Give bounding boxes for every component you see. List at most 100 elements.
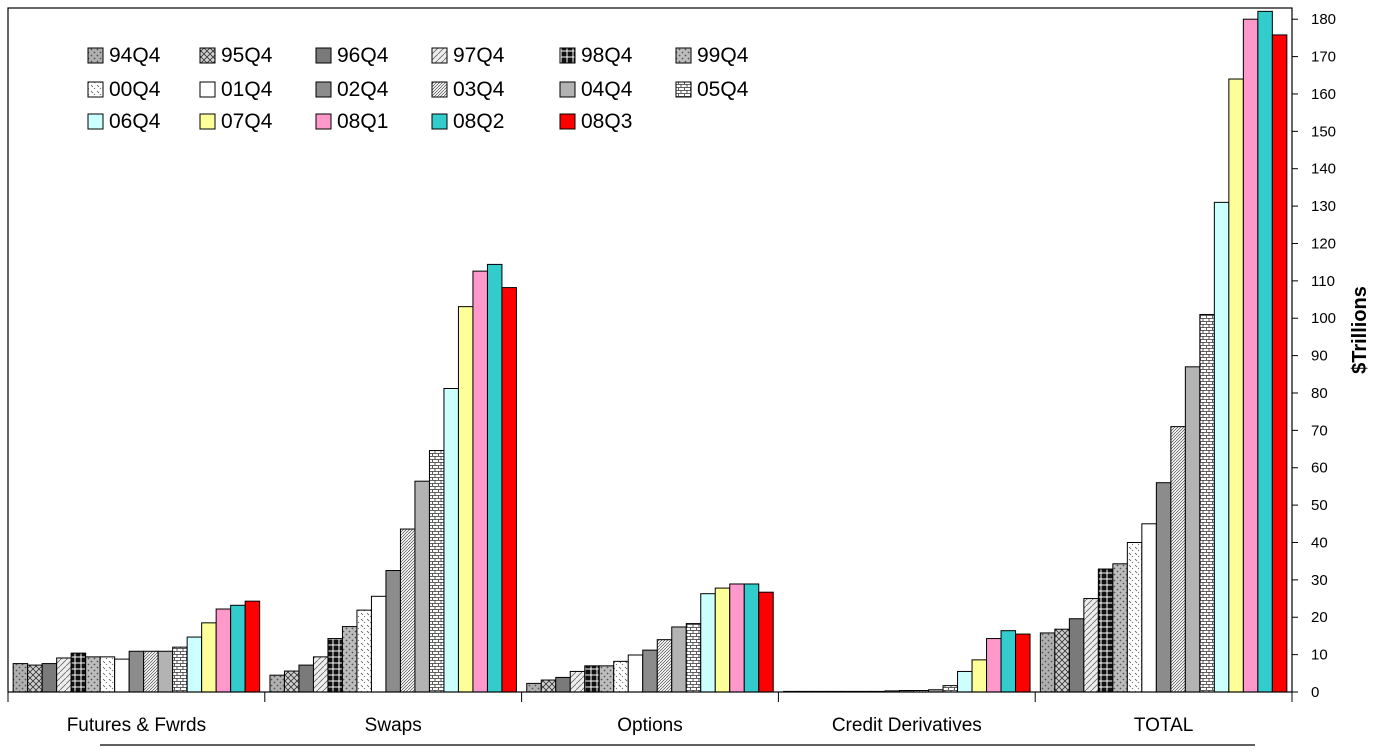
y-tick-label: 180 <box>1311 11 1336 28</box>
bar-06Q4-3 <box>957 670 973 693</box>
bar-99Q4-2 <box>598 665 615 693</box>
bar-06Q4-4 <box>1213 201 1230 693</box>
bar-95Q4-4 <box>1054 628 1070 693</box>
bar-02Q4-1 <box>385 570 401 693</box>
bar-08Q3-4 <box>1271 34 1288 693</box>
bar-06Q4-0 <box>186 636 203 693</box>
bar-08Q2-0 <box>230 604 246 693</box>
bar-07Q4-2 <box>714 587 731 693</box>
bar-03Q4-1 <box>399 528 416 693</box>
bar-96Q4-0 <box>41 663 58 693</box>
bar-00Q4-0 <box>99 656 116 693</box>
legend-label-02Q4: 02Q4 <box>337 78 389 101</box>
bar-00Q4-1 <box>356 609 372 693</box>
legend-swatch-06Q4 <box>87 113 104 130</box>
y-tick-label: 10 <box>1311 647 1328 664</box>
bar-01Q4-0 <box>114 658 130 693</box>
bar-96Q4-1 <box>298 664 314 693</box>
bar-08Q2-4 <box>1257 10 1273 693</box>
bar-08Q1-0 <box>215 608 232 693</box>
legend-swatch-08Q3 <box>559 113 576 130</box>
y-axis-label: $Trillions <box>1349 286 1371 374</box>
bar-01Q4-2 <box>627 654 644 693</box>
legend-swatch-00Q4 <box>87 81 104 98</box>
legend-label-05Q4: 05Q4 <box>697 78 749 101</box>
axes-layer: Futures & Fwrds Swaps Options Credit Deriva… <box>7 7 1336 746</box>
legend-label-98Q4: 98Q4 <box>581 44 633 67</box>
legend-swatch-94Q4 <box>87 47 104 64</box>
legend-swatch-03Q4 <box>431 81 448 98</box>
y-tick-label: 70 <box>1311 422 1328 439</box>
bar-04Q4-2 <box>671 626 687 693</box>
legend-label-00Q4: 00Q4 <box>109 78 161 101</box>
y-tick-label: 50 <box>1311 497 1328 514</box>
bar-08Q1-4 <box>1242 18 1259 693</box>
legend-label-95Q4: 95Q4 <box>221 44 273 67</box>
bar-08Q3-2 <box>758 591 774 693</box>
bar-95Q4-2 <box>540 679 557 693</box>
y-tick-label: 160 <box>1311 86 1336 103</box>
bar-97Q4-4 <box>1083 598 1099 693</box>
y-tick-label: 60 <box>1311 460 1328 477</box>
legend-label-94Q4: 94Q4 <box>109 44 161 67</box>
y-tick-label: 140 <box>1311 161 1336 178</box>
bar-06Q4-1 <box>443 388 459 693</box>
bar-94Q4-1 <box>269 674 285 693</box>
bar-95Q4-0 <box>27 664 43 693</box>
legend-swatch-08Q1 <box>315 113 332 130</box>
bar-98Q4-2 <box>584 665 600 693</box>
legend-swatch-07Q4 <box>199 113 216 130</box>
x-tick-label: Options <box>617 715 682 736</box>
bar-01Q4-1 <box>370 595 387 693</box>
bar-07Q4-0 <box>201 622 217 693</box>
bar-94Q4-2 <box>526 682 542 693</box>
legend-label-08Q1: 08Q1 <box>337 110 388 133</box>
x-tick-label: TOTAL <box>1134 715 1193 736</box>
bar-07Q4-3 <box>971 659 988 693</box>
bar-03Q4-0 <box>143 650 159 693</box>
bar-01Q4-4 <box>1141 523 1157 693</box>
legend-swatch-98Q4 <box>559 47 576 64</box>
bar-98Q4-1 <box>327 638 343 693</box>
bar-00Q4-4 <box>1126 541 1143 693</box>
bar-98Q4-0 <box>70 652 87 693</box>
bar-99Q4-1 <box>341 626 358 693</box>
legend-swatch-02Q4 <box>315 81 332 98</box>
y-tick-label: 130 <box>1311 198 1336 215</box>
legend-label-08Q2: 08Q2 <box>453 110 504 133</box>
legend-swatch-01Q4 <box>199 81 216 98</box>
bar-08Q2-1 <box>486 263 503 693</box>
bar-94Q4-0 <box>12 663 29 693</box>
bar-97Q4-0 <box>56 657 72 693</box>
bar-05Q4-3 <box>942 685 959 693</box>
legend-label-08Q3: 08Q3 <box>581 110 632 133</box>
bar-08Q2-2 <box>743 583 760 693</box>
bar-07Q4-1 <box>457 306 474 693</box>
legend-swatch-04Q4 <box>559 81 576 98</box>
bar-99Q4-0 <box>85 656 101 693</box>
x-tick-label: Futures & Fwrds <box>67 715 206 736</box>
bar-08Q3-1 <box>501 287 517 693</box>
legend-swatch-95Q4 <box>199 47 216 64</box>
y-tick-label: 30 <box>1311 572 1328 589</box>
x-tick-label: Credit Derivatives <box>832 715 982 736</box>
y-tick-label: 40 <box>1311 534 1328 551</box>
legend-swatch-96Q4 <box>315 47 332 64</box>
y-tick-label: 100 <box>1311 310 1336 327</box>
bar-94Q4-4 <box>1039 632 1056 693</box>
bar-08Q3-3 <box>1015 633 1031 693</box>
bar-99Q4-4 <box>1112 563 1128 693</box>
bar-98Q4-4 <box>1097 568 1114 693</box>
bar-02Q4-2 <box>642 649 658 693</box>
y-tick-label: 80 <box>1311 385 1328 402</box>
bar-04Q4-1 <box>414 480 430 693</box>
bar-05Q4-4 <box>1199 313 1215 693</box>
bar-08Q2-3 <box>1000 630 1017 693</box>
y-tick-label: 170 <box>1311 49 1336 66</box>
bar-97Q4-2 <box>569 670 586 693</box>
y-tick-label: 120 <box>1311 235 1336 252</box>
legend-swatch-05Q4 <box>675 81 692 98</box>
legend-label-96Q4: 96Q4 <box>337 44 389 67</box>
